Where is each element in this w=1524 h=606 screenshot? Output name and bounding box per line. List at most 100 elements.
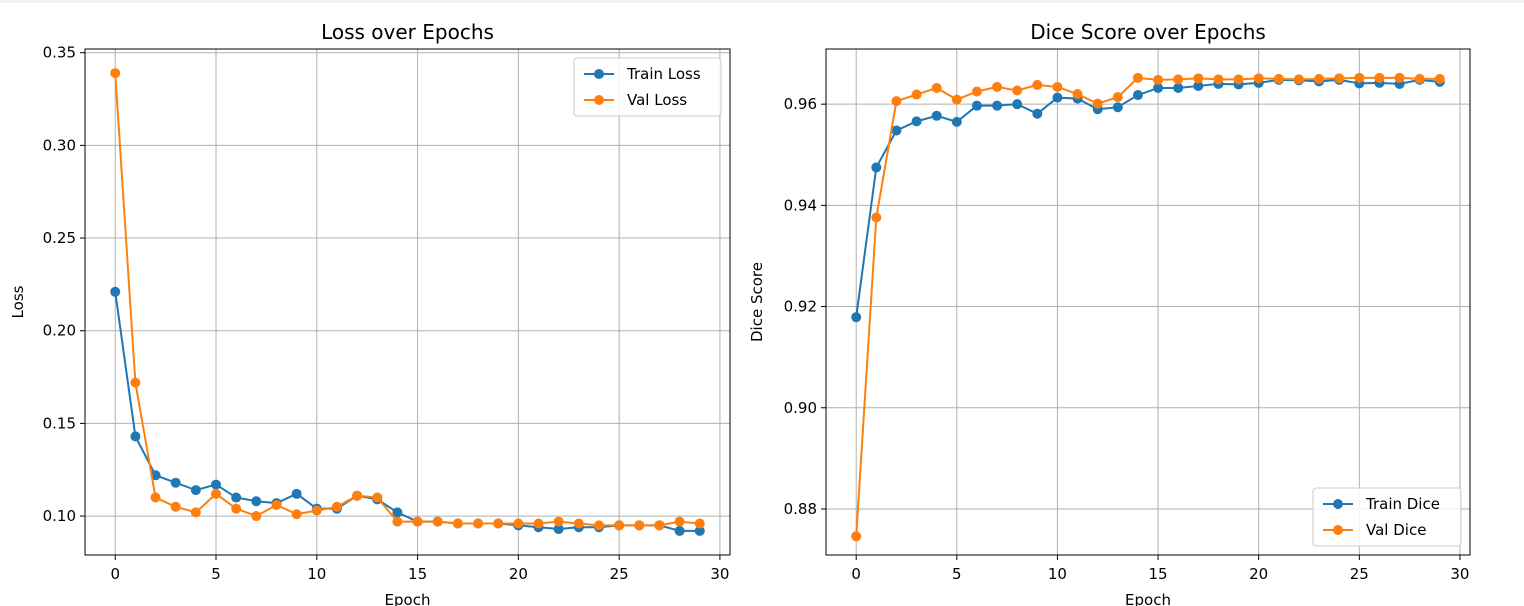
val-dice-point xyxy=(1233,74,1244,85)
loss-y-axis-label: Loss xyxy=(9,285,27,318)
train-loss-point xyxy=(190,485,201,496)
train-loss-legend-marker xyxy=(594,69,604,79)
val-loss-point xyxy=(674,516,685,527)
dice-y-tick-label: 0.92 xyxy=(784,298,817,316)
loss-legend-box xyxy=(573,57,722,117)
val-loss-point xyxy=(211,488,222,499)
val-dice-point xyxy=(1012,85,1023,96)
train-dice-point xyxy=(891,125,902,136)
train-dice-point xyxy=(1112,102,1123,113)
loss-x-tick-label: 20 xyxy=(509,565,528,583)
loss-chart-title: Loss over Epochs xyxy=(321,20,494,44)
val-dice-point xyxy=(1132,72,1143,83)
val-dice-point xyxy=(1314,73,1325,84)
dice-x-tick-label: 25 xyxy=(1350,565,1369,583)
val-dice-point xyxy=(1414,73,1425,84)
loss-y-tick-label: 0.10 xyxy=(43,507,76,525)
train-dice-point xyxy=(1193,80,1204,91)
val-loss-point xyxy=(271,499,282,510)
dice-legend-box xyxy=(1312,487,1462,547)
train-dice-point xyxy=(992,100,1003,111)
train-dice-point xyxy=(1173,82,1184,93)
val-dice-point xyxy=(1153,74,1164,85)
train-loss-point xyxy=(291,488,302,499)
dice-x-tick-label: 20 xyxy=(1249,565,1268,583)
val-dice-point xyxy=(1374,72,1385,83)
val-loss-legend-label: Val Loss xyxy=(627,91,687,109)
dice-y-tick-label: 0.94 xyxy=(784,196,817,214)
top-divider xyxy=(0,0,1524,3)
train-loss-point xyxy=(110,286,121,297)
dice-chart-title: Dice Score over Epochs xyxy=(1030,20,1266,44)
val-dice-point xyxy=(1092,98,1103,109)
train-dice-point xyxy=(971,100,982,111)
val-loss-legend-marker xyxy=(594,95,604,105)
val-dice-point xyxy=(1354,72,1365,83)
val-loss-point xyxy=(694,518,705,529)
loss-y-tick-label: 0.35 xyxy=(43,44,76,62)
val-dice-point xyxy=(891,96,902,107)
train-dice-point xyxy=(1032,108,1043,119)
val-loss-point xyxy=(452,518,463,529)
val-loss-point xyxy=(331,501,342,512)
val-dice-point xyxy=(1213,74,1224,85)
dice-chart: 0 5 10 15 20 25 30 0.88 0.90 0.92 0.94 0.96 Dice Sco… xyxy=(748,20,1471,606)
train-dice-legend-marker xyxy=(1333,499,1343,509)
val-dice-point xyxy=(1032,79,1043,90)
train-loss-point xyxy=(170,477,181,488)
val-loss-point xyxy=(533,518,544,529)
val-dice-point xyxy=(1394,72,1405,83)
val-loss-point xyxy=(432,516,443,527)
val-dice-point xyxy=(1052,81,1063,92)
train-dice-point xyxy=(1153,82,1164,93)
dice-axes-frame xyxy=(825,48,1471,556)
train-loss-point xyxy=(674,525,685,536)
val-dice-point xyxy=(1253,73,1264,84)
val-dice-legend-label: Val Dice xyxy=(1366,521,1426,539)
dice-x-tick-label: 30 xyxy=(1450,565,1469,583)
train-loss-point xyxy=(251,496,262,507)
train-loss-point xyxy=(553,524,564,535)
val-loss-point xyxy=(593,520,604,531)
val-dice-point xyxy=(951,94,962,105)
val-dice-point xyxy=(1293,74,1304,85)
train-loss-point xyxy=(392,507,403,518)
val-dice-point xyxy=(1273,73,1284,84)
loss-x-tick-label: 10 xyxy=(307,565,326,583)
train-dice-point xyxy=(1132,90,1143,101)
dice-x-tick-label: 10 xyxy=(1048,565,1067,583)
dice-x-tick-label: 15 xyxy=(1149,565,1168,583)
train-dice-point xyxy=(911,116,922,127)
val-dice-point xyxy=(851,531,862,542)
train-dice-legend-label: Train Dice xyxy=(1365,495,1440,513)
dice-x-tick-label: 0 xyxy=(851,565,861,583)
train-loss-point xyxy=(130,431,141,442)
loss-x-tick-label: 5 xyxy=(211,565,221,583)
dice-plot-area xyxy=(826,49,1470,555)
dice-y-tick-label: 0.88 xyxy=(784,500,817,518)
val-dice-legend-marker xyxy=(1333,525,1343,535)
dice-y-tick-label: 0.90 xyxy=(784,399,817,417)
val-dice-point xyxy=(1334,73,1345,84)
val-loss-point xyxy=(251,511,262,522)
val-dice-point xyxy=(931,82,942,93)
dice-x-tick-label: 5 xyxy=(952,565,962,583)
loss-y-tick-label: 0.20 xyxy=(43,322,76,340)
train-dice-point xyxy=(931,110,942,121)
val-loss-point xyxy=(493,518,504,529)
val-dice-point xyxy=(971,86,982,97)
loss-legend: Train Loss Val Loss xyxy=(573,57,722,117)
train-dice-point xyxy=(1052,92,1063,103)
val-loss-point xyxy=(654,520,665,531)
train-dice-point xyxy=(871,162,882,173)
val-loss-point xyxy=(110,68,121,79)
train-dice-point xyxy=(1012,99,1023,110)
loss-y-tick-label: 0.25 xyxy=(43,229,76,247)
loss-chart: 0 5 10 15 20 25 30 0.10 0.15 0.20 0.25 0.30 0.35 Loss… xyxy=(9,20,731,606)
val-loss-point xyxy=(614,520,625,531)
val-loss-point xyxy=(311,505,322,516)
train-loss-point xyxy=(211,479,222,490)
loss-y-tick-label: 0.30 xyxy=(43,136,76,154)
train-loss-point xyxy=(694,525,705,536)
